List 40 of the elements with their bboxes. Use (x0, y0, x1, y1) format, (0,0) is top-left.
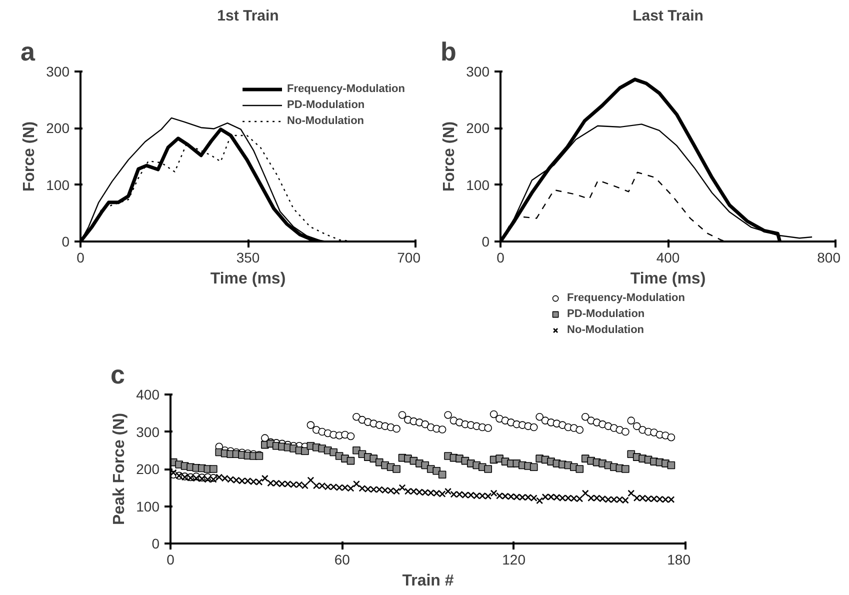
chart-title: Last Train (632, 8, 704, 24)
x-axis-title: Time (ms) (630, 270, 706, 288)
y-tick-label: 0 (62, 234, 70, 250)
y-tick-label: 300 (46, 64, 70, 80)
x-tick-label: 800 (817, 250, 841, 266)
y-tick-label: 300 (136, 424, 160, 440)
y-tick-label: 0 (152, 536, 160, 552)
legend-label: No-Modulation (287, 114, 364, 129)
y-tick-label: 300 (466, 64, 490, 80)
text: a (20, 36, 36, 66)
y-axis-title: Peak Force (N) (111, 412, 128, 526)
y-tick-label: 100 (46, 176, 70, 193)
legend-label: PD-Modulation (287, 98, 365, 113)
legend-label: Frequency-Modulation (287, 82, 405, 97)
y-tick-label: 400 (136, 386, 160, 402)
legend-label: PD-Modulation (567, 307, 645, 322)
legend-label: Frequency-Modulation (567, 291, 685, 306)
text: b (440, 36, 456, 66)
y-tick-label: 100 (136, 498, 160, 514)
y-axis-title: Force (N) (21, 121, 38, 192)
y-tick-label: 200 (136, 461, 160, 477)
y-tick-label: 200 (46, 120, 70, 136)
x-axis-title: Time (ms) (210, 270, 286, 288)
y-tick-label: 0 (482, 234, 490, 250)
x-tick-label: 0 (496, 250, 505, 266)
y-tick-label: 100 (466, 176, 490, 193)
x-tick-label: 60 (334, 552, 350, 568)
x-tick-label: 700 (397, 250, 421, 266)
x-tick-label: 0 (76, 250, 85, 266)
text: c (110, 360, 125, 390)
x-axis-title: Train # (402, 572, 454, 590)
y-tick-label: 200 (466, 120, 490, 136)
chart-title: 1st Train (217, 8, 279, 24)
x-tick-label: 0 (166, 552, 175, 568)
x-tick-label: 350 (236, 250, 260, 266)
x-tick-label: 120 (502, 552, 526, 568)
y-axis-title: Force (N) (441, 121, 458, 192)
x-tick-label: 400 (656, 250, 680, 266)
x-tick-label: 180 (667, 552, 691, 568)
legend-label: No-Modulation (567, 323, 644, 338)
